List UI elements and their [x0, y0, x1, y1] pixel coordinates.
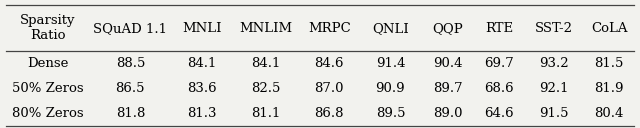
Text: 88.5: 88.5	[116, 57, 145, 70]
Text: 91.5: 91.5	[540, 107, 569, 120]
Text: 89.0: 89.0	[433, 107, 463, 120]
Text: RTE: RTE	[485, 22, 513, 35]
Text: 82.5: 82.5	[251, 82, 280, 95]
Text: Dense: Dense	[27, 57, 68, 70]
Text: 81.1: 81.1	[251, 107, 280, 120]
Text: QQP: QQP	[433, 22, 463, 35]
Text: CoLA: CoLA	[591, 22, 627, 35]
Text: SQuAD 1.1: SQuAD 1.1	[93, 22, 167, 35]
Text: 68.6: 68.6	[484, 82, 514, 95]
Text: 64.6: 64.6	[484, 107, 514, 120]
Text: 90.4: 90.4	[433, 57, 463, 70]
Text: 89.7: 89.7	[433, 82, 463, 95]
Text: Sparsity
Ratio: Sparsity Ratio	[20, 14, 76, 42]
Text: 81.5: 81.5	[595, 57, 624, 70]
Text: 69.7: 69.7	[484, 57, 514, 70]
Text: 81.9: 81.9	[595, 82, 624, 95]
Text: 81.3: 81.3	[188, 107, 217, 120]
Text: 87.0: 87.0	[315, 82, 344, 95]
Text: MNLIM: MNLIM	[239, 22, 292, 35]
Text: 84.1: 84.1	[251, 57, 280, 70]
Text: 50% Zeros: 50% Zeros	[12, 82, 84, 95]
Text: 91.4: 91.4	[376, 57, 405, 70]
Text: 84.6: 84.6	[315, 57, 344, 70]
Text: QNLI: QNLI	[372, 22, 409, 35]
Text: 89.5: 89.5	[376, 107, 405, 120]
Text: 83.6: 83.6	[188, 82, 217, 95]
Text: 81.8: 81.8	[116, 107, 145, 120]
Text: SST-2: SST-2	[535, 22, 573, 35]
Text: 80% Zeros: 80% Zeros	[12, 107, 84, 120]
Text: MRPC: MRPC	[308, 22, 351, 35]
Text: 84.1: 84.1	[188, 57, 217, 70]
Text: 86.8: 86.8	[315, 107, 344, 120]
Text: 86.5: 86.5	[116, 82, 145, 95]
Text: MNLI: MNLI	[182, 22, 222, 35]
Text: 93.2: 93.2	[540, 57, 569, 70]
Text: 90.9: 90.9	[376, 82, 405, 95]
Text: 92.1: 92.1	[540, 82, 569, 95]
Text: 80.4: 80.4	[595, 107, 624, 120]
